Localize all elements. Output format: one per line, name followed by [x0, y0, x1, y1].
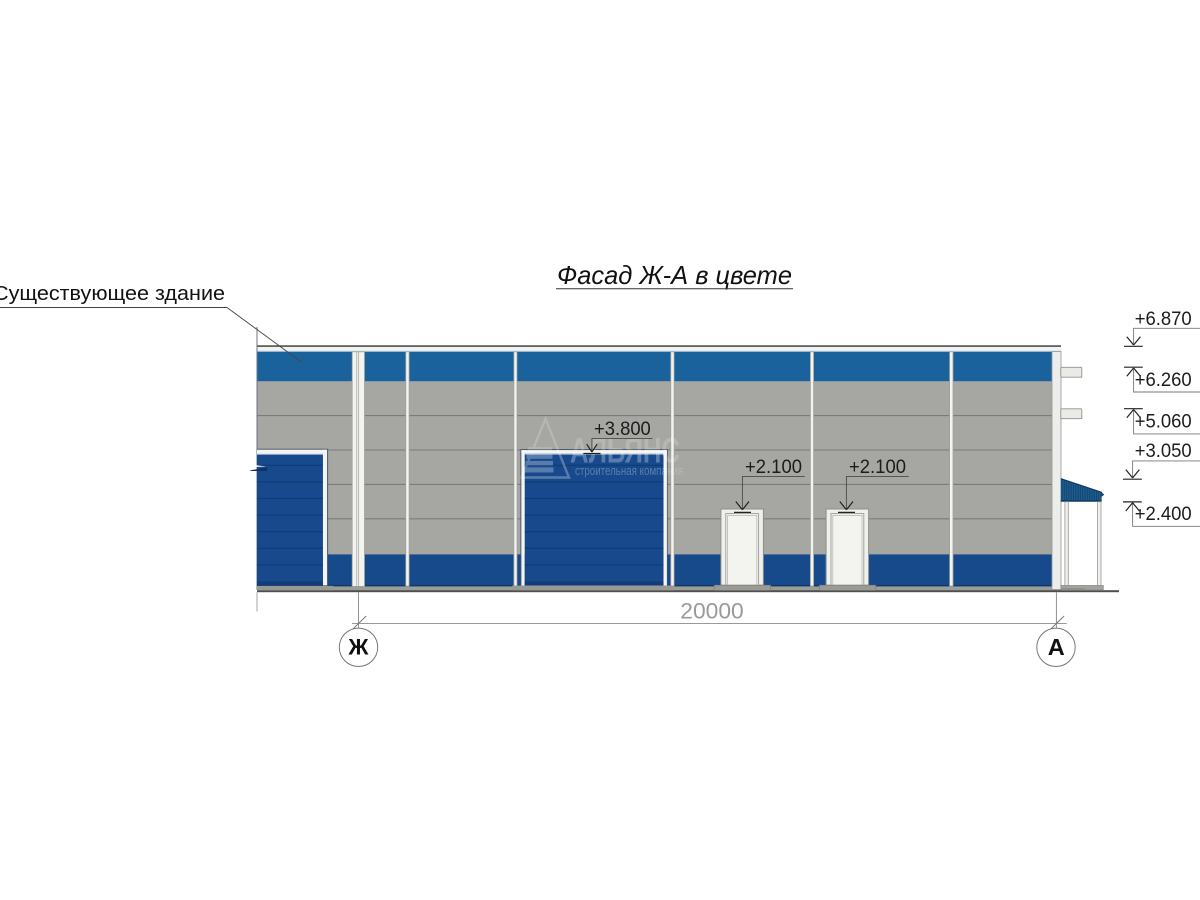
svg-text:+6.260: +6.260 [1135, 370, 1192, 391]
svg-text:20000: 20000 [680, 599, 744, 624]
svg-text:Ж: Ж [348, 635, 369, 660]
svg-text:+3.050: +3.050 [1135, 441, 1192, 462]
svg-text:+3.800: +3.800 [594, 419, 651, 440]
svg-text:Существующее здание: Существующее здание [0, 282, 225, 305]
svg-text:Фасад Ж-А в цвете: Фасад Ж-А в цвете [557, 260, 792, 290]
svg-text:+2.100: +2.100 [849, 457, 906, 478]
svg-text:+5.060: +5.060 [1135, 412, 1192, 433]
svg-text:+6.870: +6.870 [1135, 309, 1192, 330]
svg-text:А: А [1048, 634, 1065, 660]
svg-text:+2.100: +2.100 [745, 457, 802, 478]
svg-text:+2.400: +2.400 [1135, 504, 1192, 525]
